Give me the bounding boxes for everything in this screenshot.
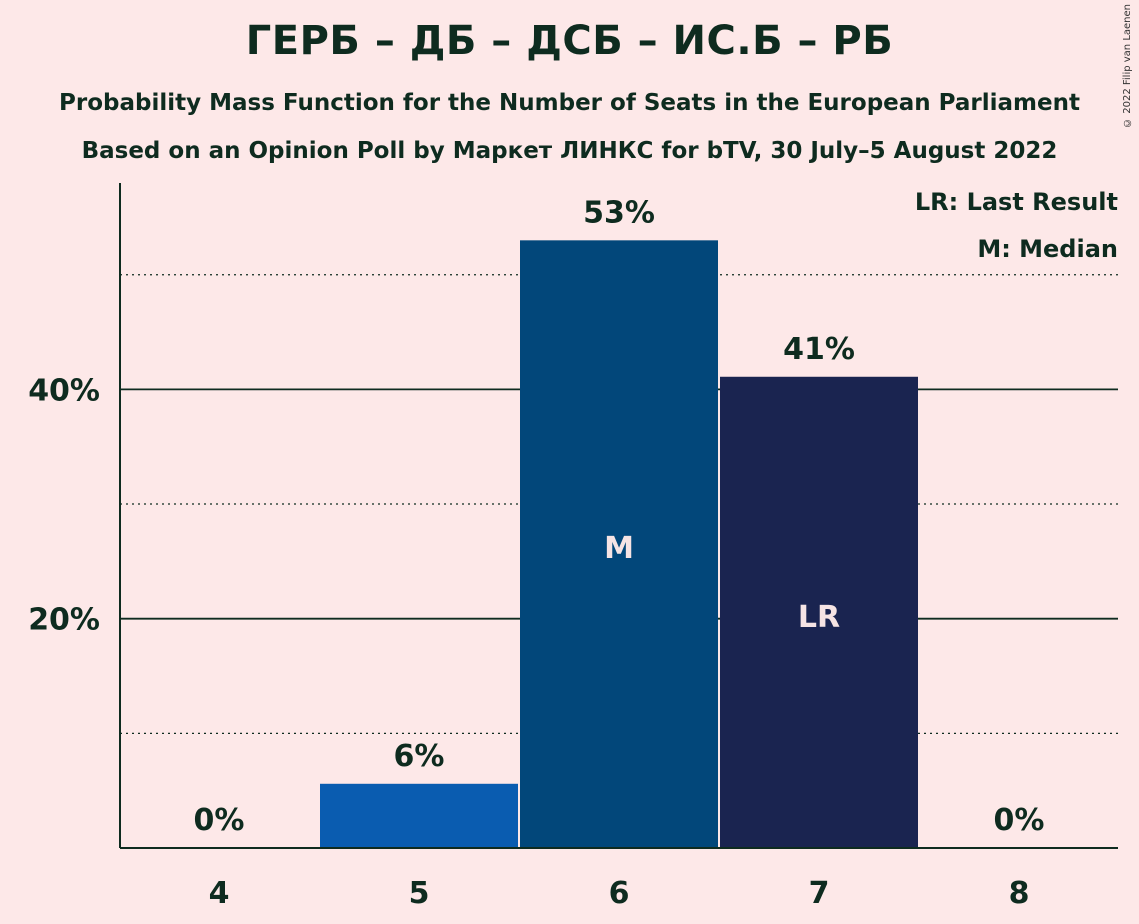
value-label: 41%	[783, 332, 855, 367]
y-tick-label: 40%	[28, 373, 100, 408]
legend-item: LR: Last Result	[915, 188, 1118, 216]
x-tick-label: 6	[609, 876, 630, 911]
bar-marker-lr: LR	[798, 600, 840, 635]
legend-item: M: Median	[977, 235, 1118, 263]
value-label: 6%	[394, 739, 445, 774]
bar-seats-5	[320, 784, 518, 848]
bar-marker-m: M	[604, 531, 634, 566]
x-tick-label: 8	[1009, 876, 1030, 911]
y-tick-label: 20%	[28, 603, 100, 638]
legend: LR: Last Result M: Median	[915, 188, 1118, 263]
x-tick-label: 5	[409, 876, 430, 911]
value-label: 0%	[194, 803, 245, 838]
value-label: 0%	[994, 803, 1045, 838]
x-tick-label: 7	[809, 876, 830, 911]
value-label: 53%	[583, 195, 655, 230]
x-tick-label: 4	[209, 876, 230, 911]
